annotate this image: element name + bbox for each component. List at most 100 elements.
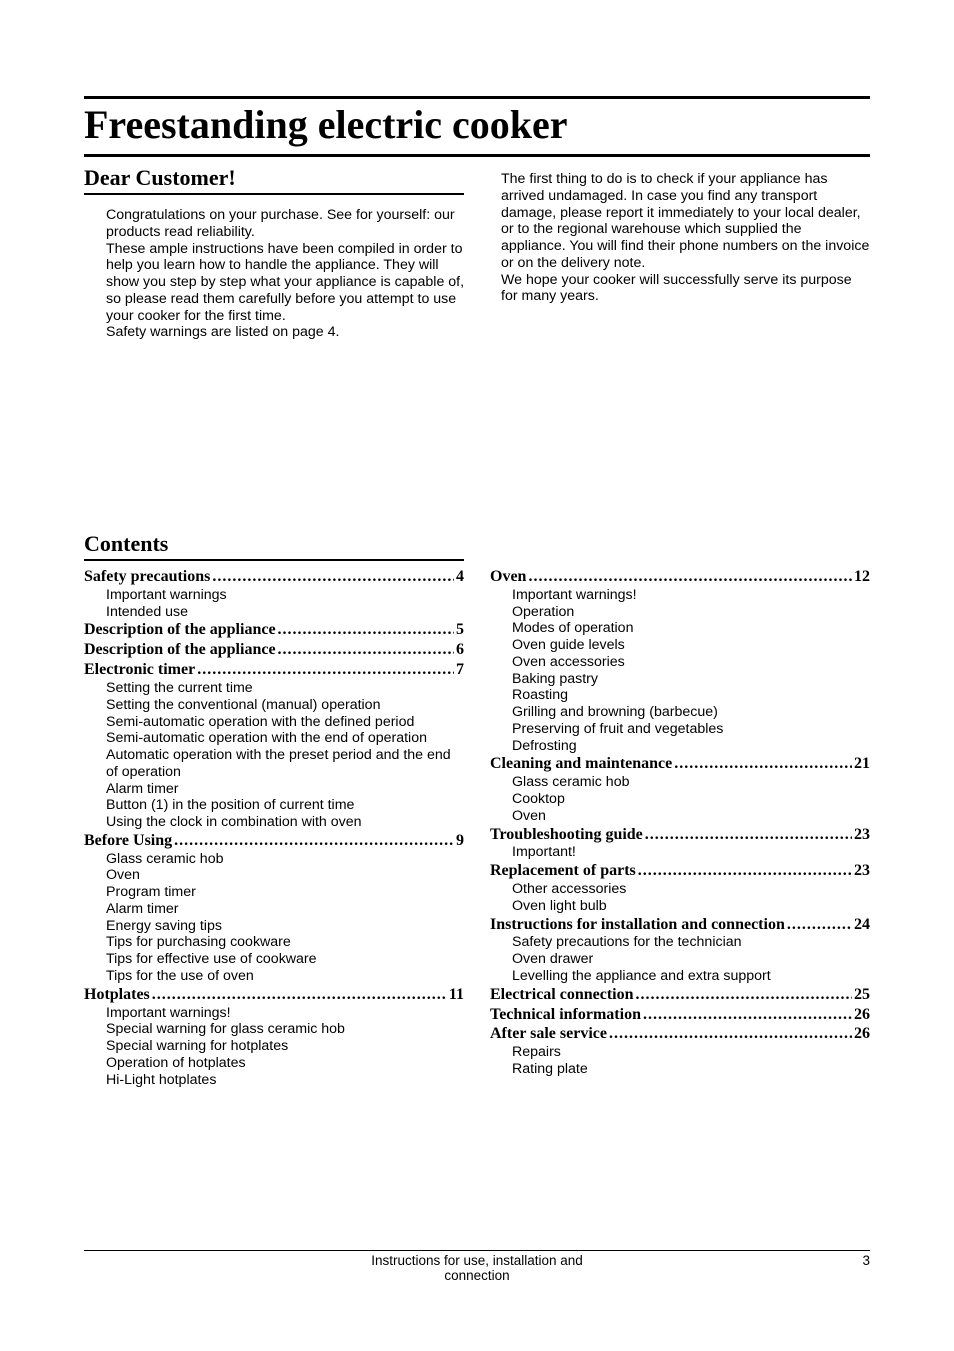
toc-subitem: Baking pastry	[512, 671, 870, 688]
toc-heading: Oven12	[490, 568, 870, 587]
toc-subitems: Glass ceramic hobOvenProgram timerAlarm …	[84, 851, 464, 985]
toc-subitems: Setting the current timeSetting the conv…	[84, 680, 464, 831]
toc-heading-label: Before Using	[84, 832, 174, 851]
toc-entry: Oven12Important warnings!OperationModes …	[490, 568, 870, 754]
toc-heading: Description of the appliance6	[84, 641, 464, 660]
toc-left-col: Safety precautions4Important warningsInt…	[84, 567, 464, 1088]
toc-leader-dots	[643, 1006, 852, 1025]
toc-subitem: Semi-automatic operation with the define…	[106, 714, 464, 731]
toc-heading-label: Electrical connection	[490, 986, 636, 1005]
toc-heading-label: Hotplates	[84, 986, 152, 1005]
toc-heading-label: Description of the appliance	[84, 621, 278, 640]
toc-subitem: Using the clock in combination with oven	[106, 814, 464, 831]
intro-paragraph: We hope your cooker will successfully se…	[501, 272, 870, 306]
toc-leader-dots	[174, 832, 454, 851]
toc-subitem: Glass ceramic hob	[106, 851, 464, 868]
intro-right-col: The first thing to do is to check if you…	[501, 171, 870, 341]
toc-subitem: Tips for purchasing cookware	[106, 934, 464, 951]
toc-subitem: Glass ceramic hob	[512, 774, 870, 791]
toc-heading-label: Oven	[490, 568, 528, 587]
toc-leader-dots	[645, 826, 852, 845]
page-footer: Instructions for use, installation and c…	[84, 1250, 870, 1283]
toc-subitem: Operation of hotplates	[106, 1055, 464, 1072]
toc-subitem: Automatic operation with the preset peri…	[106, 747, 464, 781]
toc-subitem: Program timer	[106, 884, 464, 901]
toc-leader-dots	[609, 1025, 852, 1044]
toc-entry: Cleaning and maintenance 21Glass ceramic …	[490, 755, 870, 824]
toc-subitem: Repairs	[512, 1044, 870, 1061]
toc-subitem: Oven accessories	[512, 654, 870, 671]
toc-subitem: Alarm timer	[106, 901, 464, 918]
toc-page-number: 21	[852, 755, 870, 774]
toc-subitem: Special warning for hotplates	[106, 1038, 464, 1055]
toc-subitem: Levelling the appliance and extra suppor…	[512, 968, 870, 985]
toc-subitems: Important warnings!OperationModes of ope…	[490, 587, 870, 755]
toc-leader-dots	[212, 568, 454, 587]
toc-subitem: Modes of operation	[512, 620, 870, 637]
toc-subitem: Tips for effective use of cookware	[106, 951, 464, 968]
toc-subitem: Hi-Light hotplates	[106, 1072, 464, 1089]
toc-entry: Troubleshooting guide23Important!	[490, 826, 870, 862]
toc-heading: After sale service26	[490, 1025, 870, 1044]
toc-subitem: Oven	[512, 808, 870, 825]
toc-entry: Technical information26	[490, 1006, 870, 1025]
toc-subitem: Important warnings	[106, 587, 464, 604]
toc-subitems: RepairsRating plate	[490, 1044, 870, 1078]
toc-heading: Technical information26	[490, 1006, 870, 1025]
toc-subitem: Oven light bulb	[512, 898, 870, 915]
toc-subitem: Oven drawer	[512, 951, 870, 968]
toc-heading: Before Using9	[84, 832, 464, 851]
toc-subitem: Other accessories	[512, 881, 870, 898]
toc-heading: Electrical connection 25	[490, 986, 870, 1005]
toc-heading-label: Replacement of parts	[490, 862, 638, 881]
toc-heading-label: Electronic timer	[84, 661, 197, 680]
intro-left-col: Congratulations on your purchase. See fo…	[84, 171, 475, 341]
toc-subitem: Defrosting	[512, 738, 870, 755]
toc-page-number: 25	[852, 986, 870, 1005]
toc-subitem: Important warnings!	[512, 587, 870, 604]
toc-heading-label: Cleaning and maintenance	[490, 755, 674, 774]
toc-heading: Electronic timer7	[84, 661, 464, 680]
toc-leader-dots	[152, 986, 447, 1005]
toc-subitem: Rating plate	[512, 1061, 870, 1078]
toc-entry: Electrical connection 25	[490, 986, 870, 1005]
toc-entry: Description of the appliance 5	[84, 621, 464, 640]
toc-subitem: Safety precautions for the technician	[512, 934, 870, 951]
toc-leader-dots	[528, 568, 852, 587]
toc-heading: Instructions for installation and connec…	[490, 916, 870, 935]
title-block: Freestanding electric cooker	[84, 96, 870, 157]
toc-heading-label: Technical information	[490, 1006, 643, 1025]
toc-subitem: Intended use	[106, 604, 464, 621]
toc-entry: Electronic timer7Setting the current tim…	[84, 661, 464, 831]
toc-page-number: 11	[447, 986, 464, 1005]
intro-paragraph: Congratulations on your purchase. See fo…	[106, 207, 475, 241]
toc-subitem: Important!	[512, 844, 870, 861]
toc-heading: Cleaning and maintenance 21	[490, 755, 870, 774]
toc-entry: After sale service26RepairsRating plate	[490, 1025, 870, 1077]
toc-subitem: Alarm timer	[106, 781, 464, 798]
toc-subitem: Grilling and browning (barbecue)	[512, 704, 870, 721]
toc-entry: Instructions for installation and connec…	[490, 916, 870, 985]
toc-heading: Description of the appliance 5	[84, 621, 464, 640]
toc-subitems: Important!	[490, 844, 870, 861]
toc-subitem: Roasting	[512, 687, 870, 704]
toc-page-number: 5	[454, 621, 464, 640]
toc-subitems: Important warningsIntended use	[84, 587, 464, 621]
toc-subitem: Oven	[106, 867, 464, 884]
toc-page-number: 24	[852, 916, 870, 935]
toc-subitems: Other accessoriesOven light bulb	[490, 881, 870, 915]
toc-subitems: Important warnings!Special warning for g…	[84, 1005, 464, 1089]
toc-subitems: Glass ceramic hobCooktopOven	[490, 774, 870, 824]
toc-subitem: Setting the current time	[106, 680, 464, 697]
toc-entry: Before Using9Glass ceramic hobOvenProgra…	[84, 832, 464, 985]
toc-entry: Hotplates 11Important warnings!Special wa…	[84, 986, 464, 1089]
intro-columns: Congratulations on your purchase. See fo…	[84, 171, 870, 341]
toc-heading-label: Description of the appliance	[84, 641, 278, 660]
toc-entry: Safety precautions4Important warningsInt…	[84, 568, 464, 620]
toc-page-number: 23	[852, 862, 870, 881]
toc-leader-dots	[638, 862, 852, 881]
toc-page-number: 23	[852, 826, 870, 845]
intro-paragraph: Safety warnings are listed on page 4.	[106, 324, 475, 341]
spacer	[84, 341, 870, 531]
toc-right-col: Oven12Important warnings!OperationModes …	[490, 567, 870, 1088]
